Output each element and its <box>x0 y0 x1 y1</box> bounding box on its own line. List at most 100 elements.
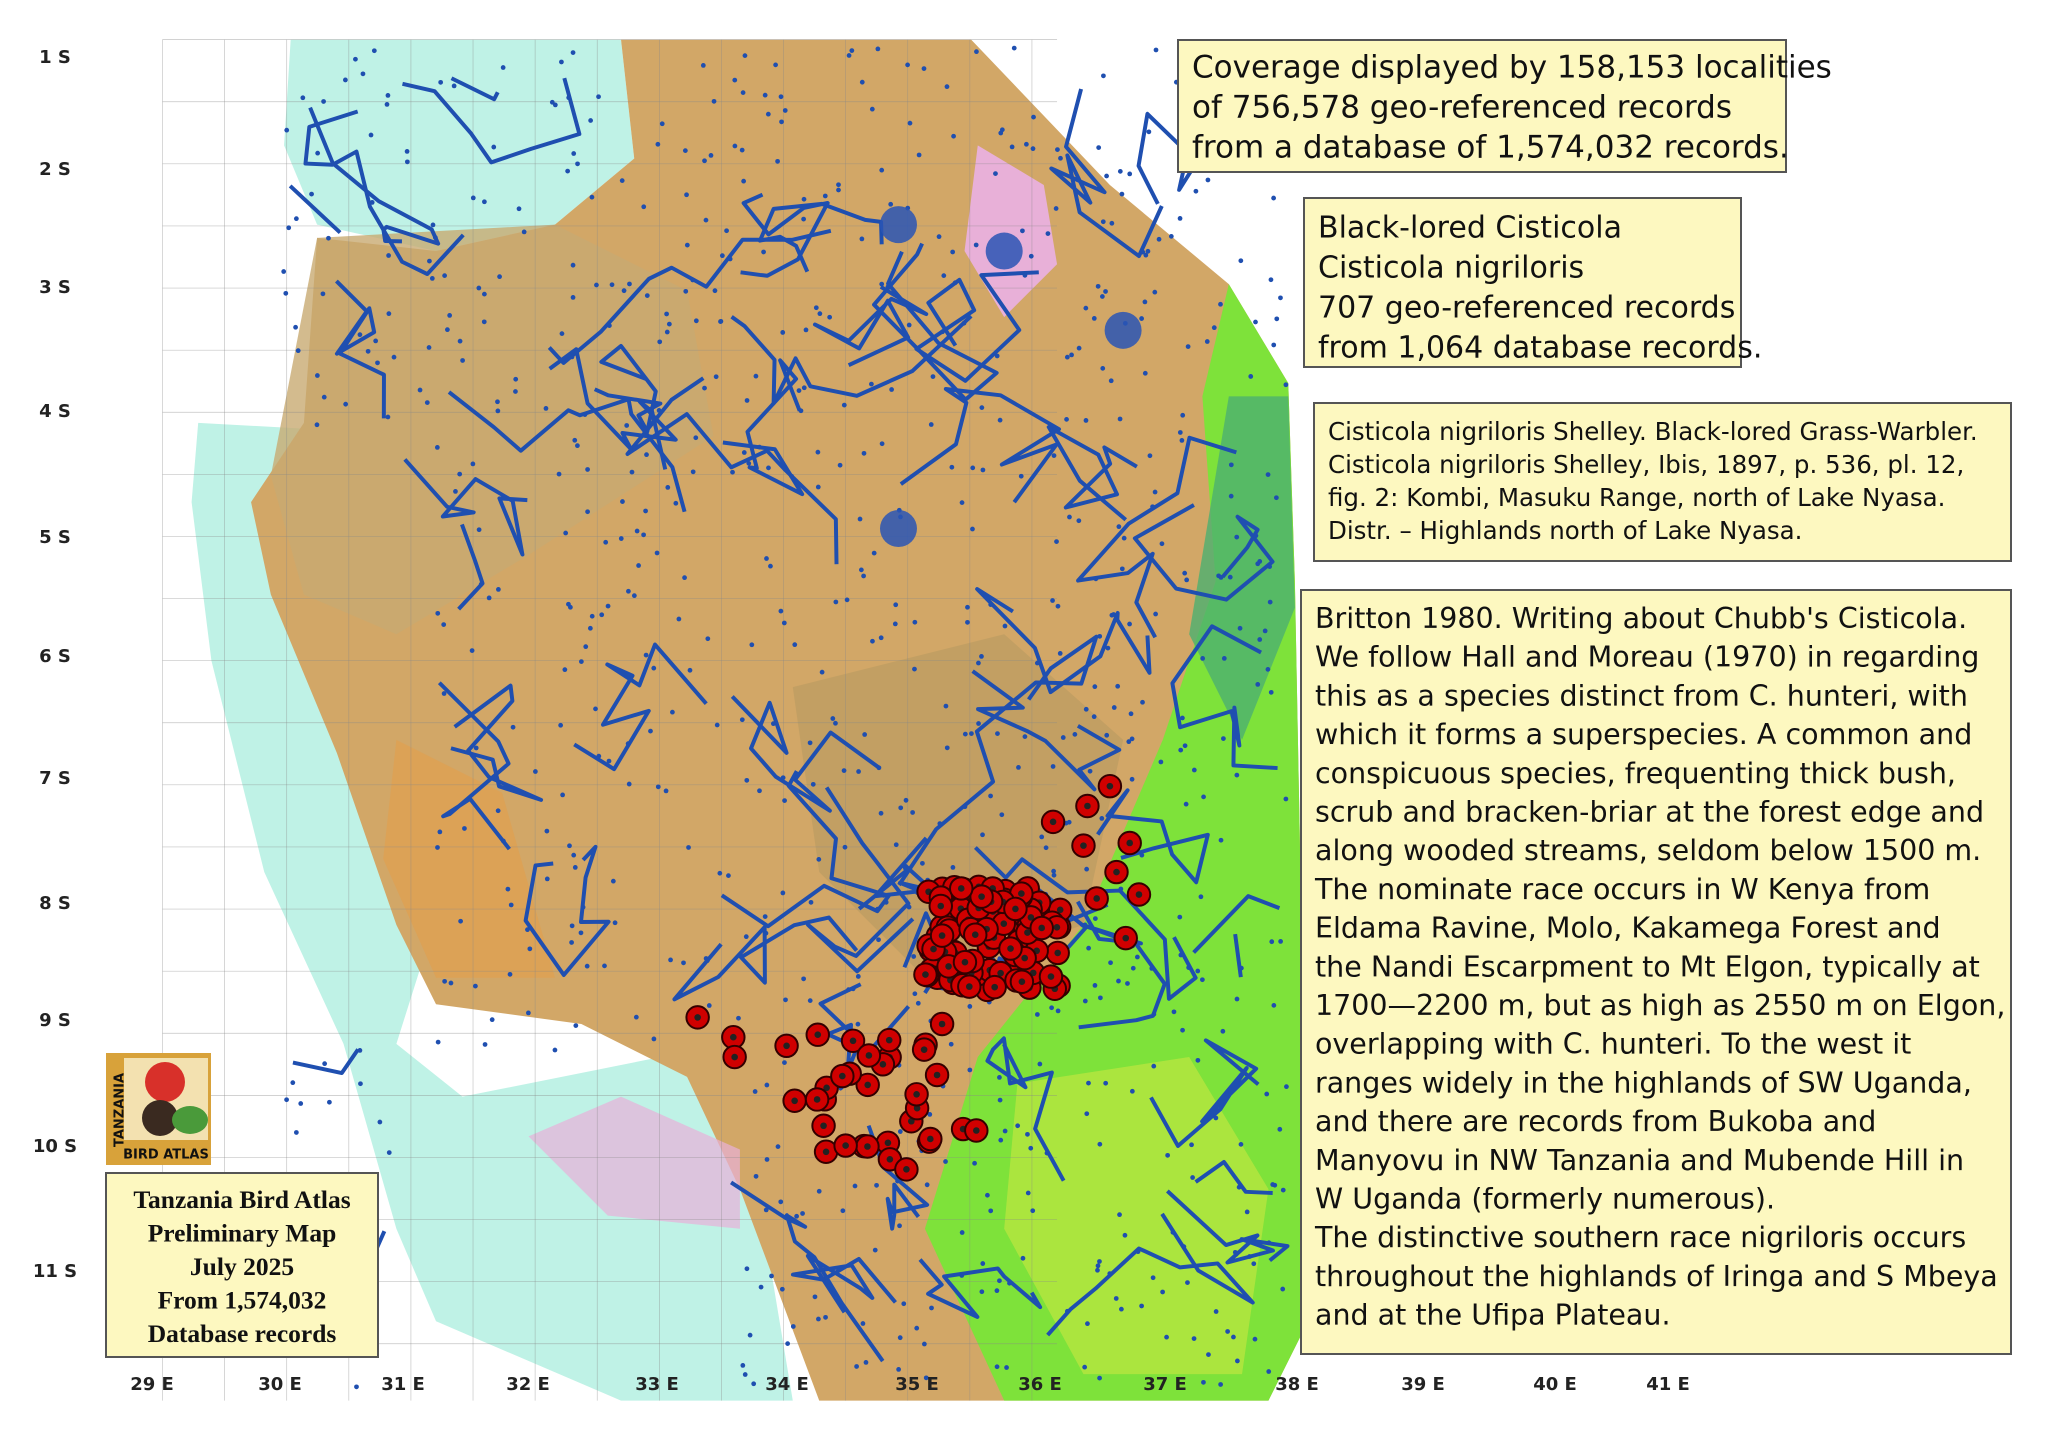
locality-dot <box>1179 438 1185 443</box>
locality-dot <box>911 954 917 959</box>
locality-dot <box>898 805 904 811</box>
locality-dot <box>1266 1240 1272 1246</box>
locality-dot <box>1177 914 1183 920</box>
locality-dot <box>654 550 660 556</box>
locality-dot <box>764 1082 770 1088</box>
locality-dot <box>1233 1251 1239 1257</box>
locality-dot <box>740 90 746 96</box>
locality-dot <box>575 443 580 449</box>
locality-dot <box>702 385 707 391</box>
locality-dot <box>897 1223 902 1229</box>
locality-dot <box>690 277 696 283</box>
locality-dot <box>559 331 565 337</box>
locality-dot <box>424 400 430 405</box>
locality-dot <box>1238 258 1244 264</box>
locality-dot <box>641 204 647 210</box>
locality-dot <box>634 528 640 534</box>
locality-dot <box>1284 1084 1289 1090</box>
locality-dot <box>371 48 377 54</box>
locality-dot <box>794 1213 799 1219</box>
locality-dot <box>1268 277 1274 283</box>
record-dot-center <box>1047 973 1055 980</box>
locality-dot <box>447 313 453 318</box>
locality-dot <box>495 808 501 814</box>
locality-dot <box>482 291 487 297</box>
record-dot-center <box>1018 978 1026 986</box>
locality-dot <box>1280 1187 1286 1193</box>
record-dot-center <box>973 1127 980 1134</box>
latitude-label: 7 S <box>39 768 71 789</box>
locality-dot <box>1177 216 1183 221</box>
record-dot-center <box>1093 895 1100 902</box>
locality-dot <box>822 193 828 199</box>
locality-dot <box>596 94 601 100</box>
locality-dot <box>726 873 731 879</box>
locality-dot <box>796 388 802 393</box>
locality-dot <box>1134 954 1140 960</box>
record-dot-center <box>865 1052 873 1059</box>
locality-dot <box>1235 1358 1240 1364</box>
locality-dot <box>298 1101 304 1106</box>
locality-dot <box>713 374 719 380</box>
locality-dot <box>560 792 565 798</box>
locality-dot <box>491 144 497 150</box>
road <box>722 358 805 497</box>
locality-dot <box>448 980 454 986</box>
locality-dot <box>1118 886 1124 892</box>
road <box>403 458 528 557</box>
record-dot-center <box>879 1061 887 1068</box>
longitude-label: 39 E <box>1401 1374 1445 1395</box>
locality-dot <box>385 414 391 420</box>
road <box>303 109 465 277</box>
locality-dot <box>762 92 768 98</box>
locality-dot <box>702 158 707 164</box>
locality-dot <box>870 638 875 644</box>
locality-dot <box>970 526 975 532</box>
locality-dot <box>928 422 934 427</box>
locality-dot <box>1164 1334 1169 1340</box>
locality-dot <box>293 1130 299 1135</box>
locality-dot <box>1153 611 1158 617</box>
locality-dot <box>648 728 653 734</box>
locality-cluster <box>879 206 917 244</box>
locality-dot <box>1278 939 1283 944</box>
record-dot-center <box>823 1084 830 1092</box>
locality-dot <box>1097 1141 1103 1147</box>
locality-dot <box>629 469 635 475</box>
locality-dot <box>888 201 894 207</box>
notes-box-line: W Uganda (formerly numerous). <box>1315 1183 1775 1216</box>
locality-dot <box>840 1208 846 1214</box>
record-dot-center <box>1021 954 1028 962</box>
species-box-line: 707 geo-referenced records <box>1318 291 1735 326</box>
locality-dot <box>833 599 839 605</box>
locality-dot <box>373 338 379 344</box>
locality-dot <box>1117 416 1123 422</box>
locality-dot <box>544 828 550 834</box>
locality-dot <box>1274 316 1280 322</box>
locality-dot <box>569 354 575 360</box>
locality-dot <box>782 798 787 803</box>
locality-dot <box>878 635 884 641</box>
locality-dot <box>1091 316 1097 321</box>
record-dot-center <box>1038 924 1046 932</box>
locality-dot <box>580 904 586 910</box>
locality-dot <box>641 532 646 538</box>
locality-dot <box>969 731 974 736</box>
locality-dot <box>1113 1296 1119 1301</box>
locality-dot <box>874 1182 879 1188</box>
record-dot-center <box>1122 934 1130 942</box>
locality-dot <box>915 1000 921 1006</box>
locality-dot <box>442 978 447 984</box>
locality-dot <box>1178 952 1184 958</box>
locality-dot <box>753 373 759 379</box>
locality-dot <box>1016 765 1021 770</box>
road <box>1170 624 1278 771</box>
locality-dot <box>533 769 538 774</box>
locality-dot <box>391 354 397 360</box>
locality-dot <box>912 666 917 672</box>
locality-dot <box>1159 541 1165 547</box>
locality-dot <box>1072 732 1078 737</box>
locality-dot <box>782 108 788 113</box>
legend-box-line: July 2025 <box>190 1252 294 1281</box>
locality-dot <box>1099 816 1105 821</box>
